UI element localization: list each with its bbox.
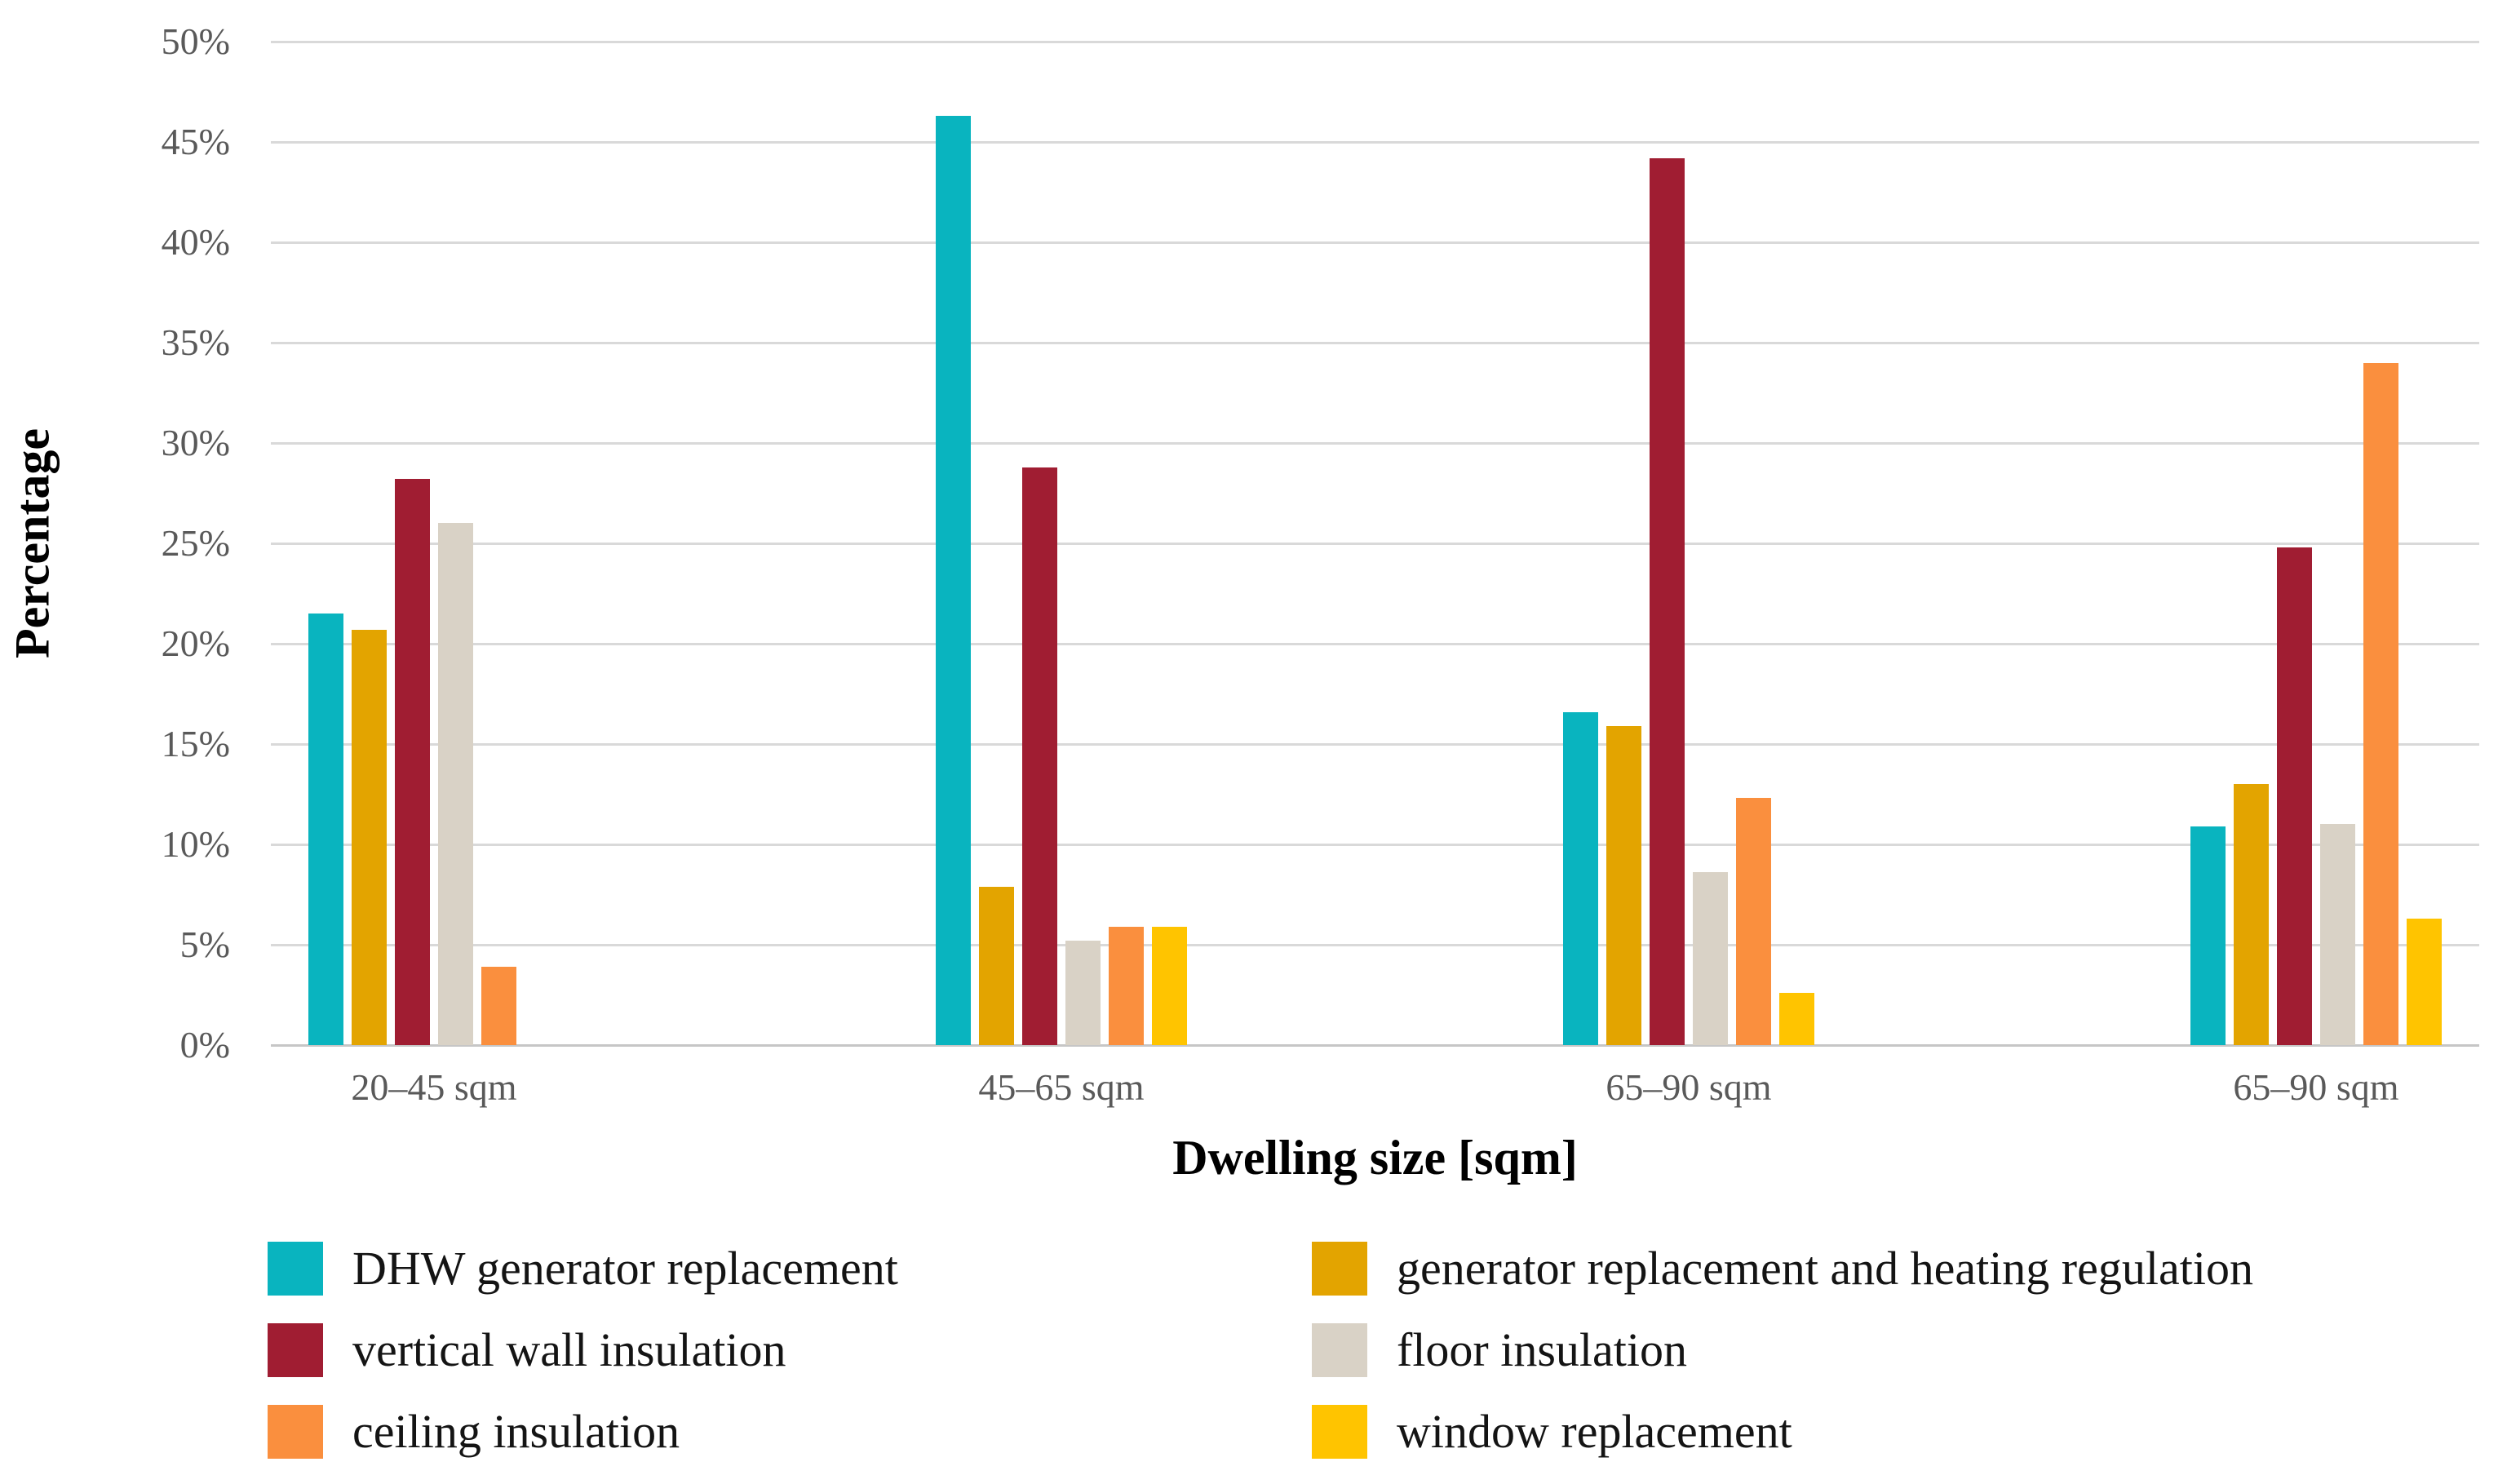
- legend-label: ceiling insulation: [352, 1405, 680, 1459]
- y-tick-label-40%: 40%: [161, 221, 230, 263]
- bar-floor-insulation-3: [1693, 872, 1728, 1045]
- gridline-45%: [271, 141, 2479, 144]
- legend-column-left: DHW generator replacement vertical wall i…: [268, 1242, 898, 1459]
- legend-label: window replacement: [1397, 1405, 1792, 1459]
- x-axis-title: Dwelling size [sqm]: [1172, 1131, 1578, 1185]
- bar-vertical-wall-insulation-3: [1650, 157, 1685, 1045]
- y-tick-label-50%: 50%: [161, 20, 230, 62]
- gridline-50%: [271, 41, 2479, 43]
- bar-generator-replacement-and-heating-regulation-4: [2234, 784, 2269, 1045]
- bar-window-replacement-4: [2407, 919, 2442, 1045]
- legend-item-generator-replacement-and-heating-regulation: generator replacement and heating regula…: [1312, 1242, 2253, 1296]
- legend-swatch-icon: [1312, 1405, 1367, 1459]
- bar-group-2: [936, 42, 1187, 1045]
- y-tick-label-10%: 10%: [161, 823, 230, 865]
- legend-swatch-icon: [1312, 1323, 1367, 1377]
- x-category-label-1: 20–45 sqm: [351, 1066, 517, 1108]
- bar-group-4: [2190, 42, 2442, 1045]
- y-tick-label-5%: 5%: [179, 924, 230, 965]
- y-tick-label-30%: 30%: [161, 422, 230, 463]
- bar-floor-insulation-4: [2320, 824, 2355, 1045]
- bar-vertical-wall-insulation-2: [1022, 467, 1057, 1045]
- x-axis-category-labels: 20–45 sqm 45–65 sqm 65–90 sqm 65–90 sqm: [271, 1065, 2479, 1109]
- gridline-5%: [271, 944, 2479, 946]
- y-tick-label-45%: 45%: [161, 121, 230, 162]
- legend-item-floor-insulation: floor insulation: [1312, 1323, 2253, 1377]
- gridline-0%: [271, 1044, 2479, 1047]
- bar-window-replacement-3: [1779, 993, 1814, 1045]
- legend-item-vertical-wall-insulation: vertical wall insulation: [268, 1323, 898, 1377]
- bar-ceiling-insulation-2: [1109, 926, 1144, 1045]
- bar-generator-replacement-and-heating-regulation-1: [352, 629, 387, 1045]
- y-tick-label-25%: 25%: [161, 522, 230, 564]
- gridline-35%: [271, 342, 2479, 344]
- bar-generator-replacement-and-heating-regulation-3: [1606, 725, 1641, 1045]
- bar-vertical-wall-insulation-4: [2277, 547, 2312, 1045]
- legend-swatch-icon: [1312, 1242, 1367, 1296]
- y-tick-label-0%: 0%: [179, 1024, 230, 1065]
- y-tick-label-15%: 15%: [161, 723, 230, 764]
- legend-label: generator replacement and heating regula…: [1397, 1242, 2253, 1296]
- bar-groups: [271, 42, 2479, 1045]
- bar-ceiling-insulation-1: [481, 967, 516, 1045]
- bar-floor-insulation-2: [1065, 941, 1101, 1045]
- bar-dhw-generator-replacement-1: [308, 614, 343, 1045]
- bar-dhw-generator-replacement-4: [2190, 826, 2226, 1045]
- x-category-label-2: 45–65 sqm: [978, 1066, 1145, 1108]
- legend-swatch-icon: [268, 1242, 323, 1296]
- bar-dhw-generator-replacement-3: [1563, 711, 1598, 1045]
- legend-item-ceiling-insulation: ceiling insulation: [268, 1405, 898, 1459]
- gridline-20%: [271, 643, 2479, 645]
- gridline-25%: [271, 543, 2479, 545]
- bar-vertical-wall-insulation-1: [395, 479, 430, 1045]
- legend-column-right: generator replacement and heating regula…: [1312, 1242, 2253, 1459]
- plot-area: [271, 41, 2479, 1047]
- legend-label: vertical wall insulation: [352, 1323, 786, 1377]
- y-tick-label-35%: 35%: [161, 321, 230, 363]
- gridline-30%: [271, 442, 2479, 445]
- gridline-40%: [271, 241, 2479, 244]
- legend-item-window-replacement: window replacement: [1312, 1405, 2253, 1459]
- legend-label: DHW generator replacement: [352, 1242, 898, 1296]
- legend-label: floor insulation: [1397, 1323, 1688, 1377]
- bar-generator-replacement-and-heating-regulation-2: [979, 886, 1014, 1045]
- y-tick-label-20%: 20%: [161, 622, 230, 664]
- x-category-label-3: 65–90 sqm: [1606, 1066, 1772, 1108]
- bar-window-replacement-2: [1152, 926, 1187, 1045]
- legend-swatch-icon: [268, 1323, 323, 1377]
- y-axis-tick-labels: 50% 45% 40% 35% 30% 25% 20% 15% 10% 5% 0%: [0, 23, 240, 1064]
- bar-group-3: [1563, 42, 1814, 1045]
- bar-group-1: [308, 42, 560, 1045]
- bar-ceiling-insulation-3: [1736, 798, 1771, 1045]
- x-category-label-4: 65–90 sqm: [2233, 1066, 2399, 1108]
- legend-swatch-icon: [268, 1405, 323, 1459]
- bar-floor-insulation-1: [438, 523, 473, 1045]
- gridline-15%: [271, 743, 2479, 746]
- bar-ceiling-insulation-4: [2363, 362, 2398, 1045]
- gridline-10%: [271, 844, 2479, 846]
- bar-dhw-generator-replacement-2: [936, 116, 971, 1045]
- legend-item-dhw-generator-replacement: DHW generator replacement: [268, 1242, 898, 1296]
